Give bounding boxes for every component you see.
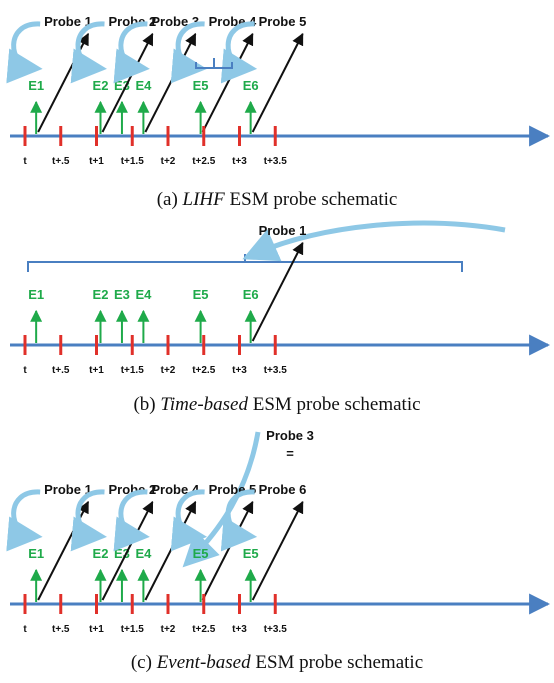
tick-label: t+1 <box>89 365 104 376</box>
probe-trigger-curve <box>70 21 107 84</box>
probe-arrow <box>251 241 304 342</box>
probe-trigger-curve <box>113 21 150 84</box>
tick-label: t <box>23 624 27 635</box>
event-label: E1 <box>28 287 44 302</box>
tick-label: t <box>23 156 27 167</box>
panel-c-timeline: t t+.5 t+1 t+1.5 t+2 t+2.5 t+3 t+3.5 <box>10 593 551 635</box>
event-label: E5 <box>243 546 259 561</box>
tick-label: t+2.5 <box>192 624 216 635</box>
tick-label: t+2 <box>161 365 176 376</box>
panel-b-window-bracket <box>27 254 463 272</box>
panel-b-events: E1 E2 E3 E4 E5 E6 <box>28 287 259 343</box>
tick-label: t+3 <box>232 365 247 376</box>
event-label: E3 <box>114 546 130 561</box>
event-label: E5 <box>193 78 209 93</box>
panel-b-caption: (b) Time-based ESM probe schematic <box>133 394 420 415</box>
panel-a-timeline: t t+.5 t+1 t+1.5 t+2 t+2.5 t+3 t+3.5 <box>10 125 551 167</box>
panel-event-based: Probe 3 = E1 E2 E3 E4 E5 E5 Probe 1 Probe 2Pro… <box>6 428 551 673</box>
tick-label: t+2 <box>161 624 176 635</box>
event-label: E4 <box>135 78 152 93</box>
panel-a-caption: (a) LIHF ESM probe schematic <box>157 189 398 210</box>
tick-label: t <box>23 365 27 376</box>
panel-time-based: E1 E2 E3 E4 E5 E6 Probe 1 t t+.5 t+1 t+1.5 t+2 t+2… <box>10 220 551 415</box>
probe-arrow <box>144 32 197 133</box>
event-label: E4 <box>135 546 152 561</box>
probe-arrow <box>251 500 304 601</box>
event-label: E5 <box>193 546 209 561</box>
tick-label: t+1.5 <box>121 624 145 635</box>
probe-arrow <box>144 500 197 601</box>
event-label: E3 <box>114 78 130 93</box>
panel-c-caption: (c) Event-based ESM probe schematic <box>131 652 423 673</box>
tick-label: t+.5 <box>52 624 70 635</box>
panel-c-merged-label-top: Probe 3 <box>266 428 314 443</box>
tick-label: t+3.5 <box>264 365 288 376</box>
tick-label: t+1.5 <box>121 156 145 167</box>
event-label: E6 <box>243 78 259 93</box>
probe-trigger-curve <box>170 489 208 552</box>
probe-arrow <box>251 32 304 133</box>
event-label: E5 <box>193 287 209 302</box>
tick-label: t+1 <box>89 624 104 635</box>
tick-label: t+3 <box>232 624 247 635</box>
tick-label: t+.5 <box>52 156 70 167</box>
panel-c-events: E1 E2 E3 E4 E5 E5 <box>28 546 259 602</box>
tick-label: t+2.5 <box>192 156 216 167</box>
probe-label: Probe 5 <box>259 14 307 29</box>
tick-label: t+3 <box>232 156 247 167</box>
tick-label: t+3.5 <box>264 624 288 635</box>
tick-label: t+2 <box>161 156 176 167</box>
panel-c-merged-label-eq: = <box>286 446 294 461</box>
event-label: E3 <box>114 287 130 302</box>
probe-trigger-curve <box>220 489 258 552</box>
event-label: E2 <box>93 78 109 93</box>
probe-label: Probe 6 <box>259 482 307 497</box>
event-label: E2 <box>93 287 109 302</box>
tick-label: t+3.5 <box>264 156 288 167</box>
probe-label: Probe 5 <box>209 482 257 497</box>
probe-label: Probe 1 <box>44 482 92 497</box>
panel-b-probe-curve <box>242 220 506 262</box>
panel-b-timeline: t t+.5 t+1 t+1.5 t+2 t+2.5 t+3 t+3.5 <box>10 334 551 376</box>
panel-b-probes: Probe 1 <box>251 223 307 342</box>
tick-label: t+2.5 <box>192 365 216 376</box>
tick-label: t+1 <box>89 156 104 167</box>
tick-label: t+1.5 <box>121 365 145 376</box>
event-label: E2 <box>93 546 109 561</box>
tick-label: t+.5 <box>52 365 70 376</box>
probe-trigger-curve <box>70 489 107 552</box>
event-label: E1 <box>28 546 44 561</box>
event-label: E4 <box>135 287 152 302</box>
event-label: E1 <box>28 78 44 93</box>
probe-trigger-curve <box>220 21 258 84</box>
probe-label: Probe 1 <box>259 223 307 238</box>
probe-trigger-curve <box>113 489 150 552</box>
probe-trigger-curve <box>170 21 208 84</box>
panel-a-events: E1 E2 E3 E4 E5 E6 <box>28 78 259 134</box>
probe-trigger-curve <box>6 21 43 84</box>
probe-label: Probe 1 <box>44 14 92 29</box>
panel-a-merge-bracket <box>195 58 233 69</box>
probe-label: Probe 4 <box>209 14 257 29</box>
event-label: E6 <box>243 287 259 302</box>
probe-trigger-curve <box>6 489 43 552</box>
